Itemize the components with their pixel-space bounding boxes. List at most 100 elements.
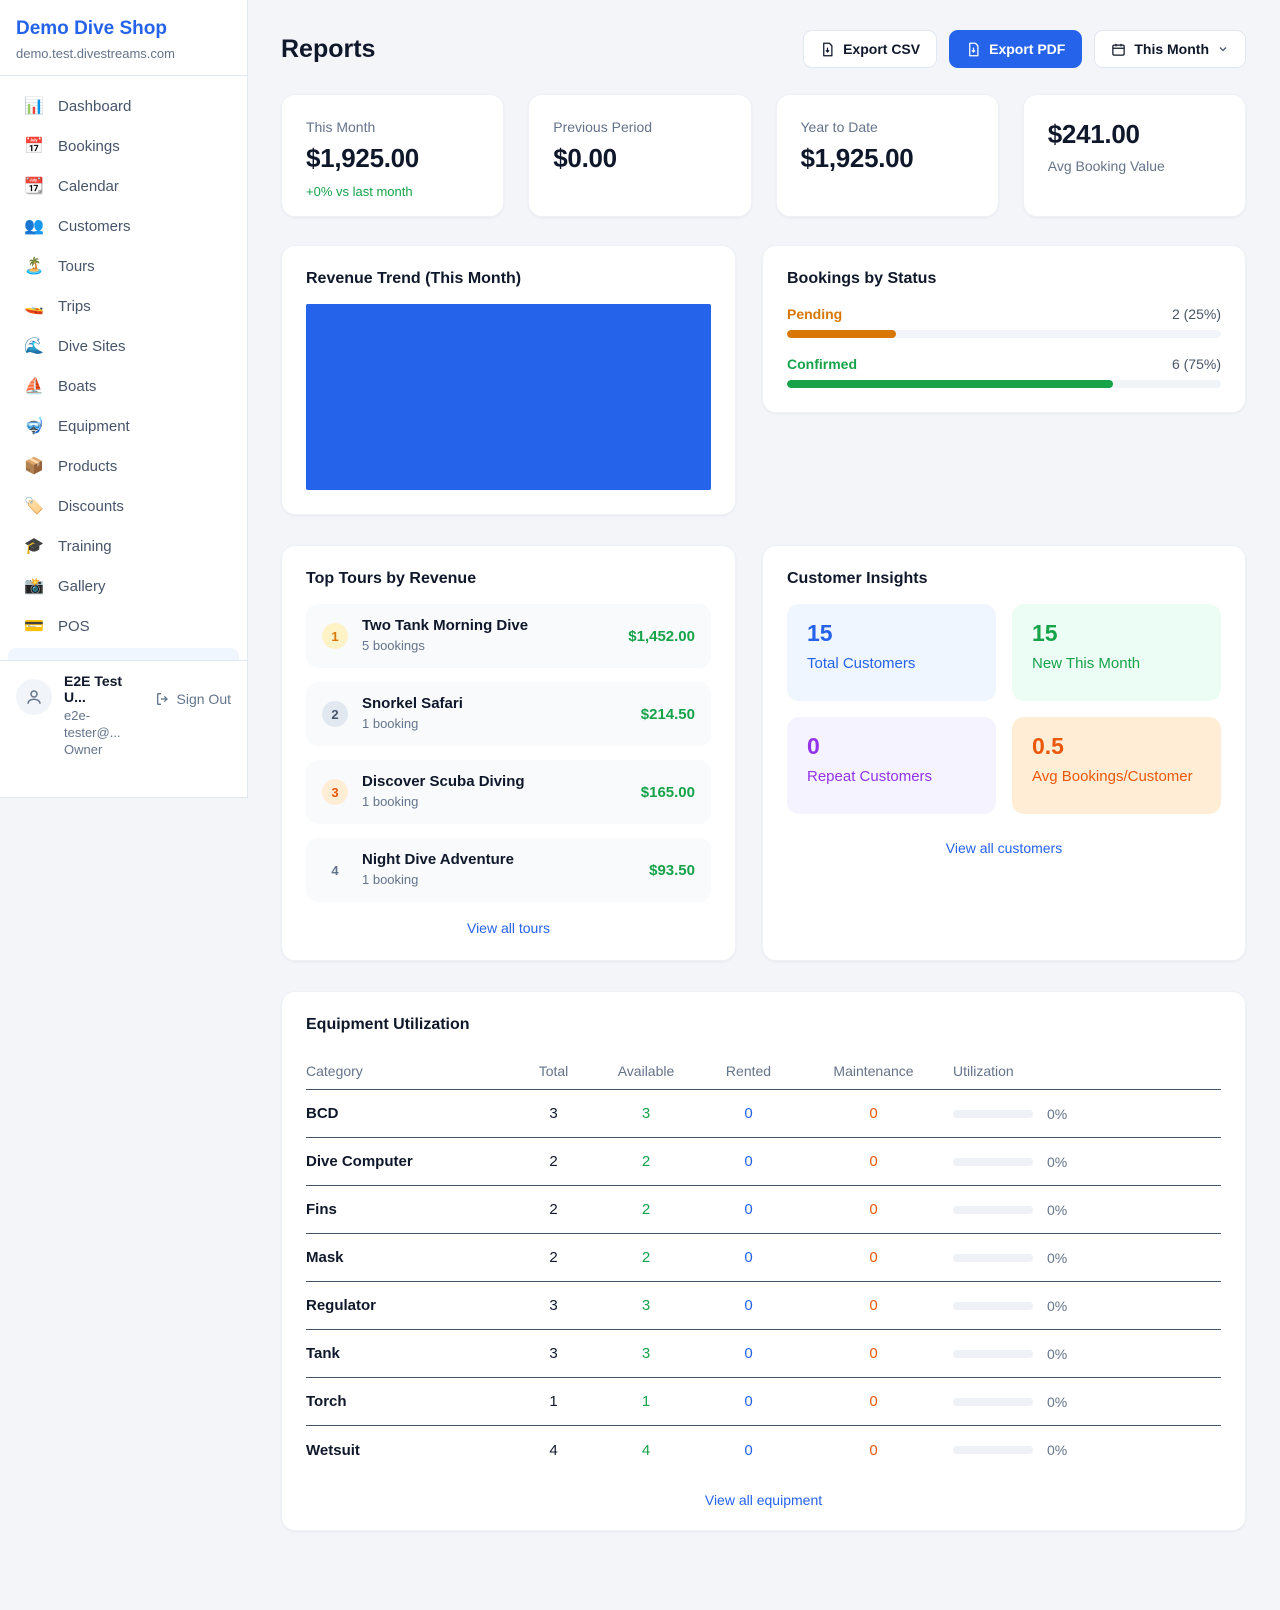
sidebar-item-tours[interactable]: 🏝️ Tours <box>8 246 239 286</box>
cell-category: Regulator <box>306 1297 377 1314</box>
export-csv-button[interactable]: Export CSV <box>803 30 938 68</box>
sidebar-active-item-partial[interactable] <box>8 648 239 660</box>
table-row: Dive Computer 2 2 0 0 0% <box>306 1138 1221 1186</box>
utilization-bar <box>953 1157 1033 1166</box>
export-pdf-button[interactable]: Export PDF <box>949 30 1083 68</box>
col-header-maintenance: Maintenance <box>833 1062 914 1079</box>
stat-card-this-month: This Month $1,925.00 +0% vs last month <box>281 94 505 217</box>
bookings-by-status-title: Bookings by Status <box>787 270 937 287</box>
cell-maintenance: 0 <box>869 1441 878 1459</box>
insights-row: Top Tours by Revenue 1 Two Tank Morning … <box>281 545 1246 961</box>
cell-available: 3 <box>641 1105 651 1122</box>
stat-value: $1,925.00 <box>306 143 419 173</box>
utilization-bar <box>953 1205 1033 1214</box>
view-all-equipment-link[interactable]: View all equipment <box>704 1492 823 1508</box>
view-all-tours-link[interactable]: View all tours <box>466 920 550 936</box>
period-dropdown[interactable]: This Month <box>1094 30 1246 68</box>
cell-rented: 0 <box>744 1393 753 1410</box>
tour-list-item[interactable]: 2 Snorkel Safari 1 booking $214.50 <box>306 682 711 746</box>
cell-utilization: 0% <box>941 1298 1221 1314</box>
sidebar-item-discounts[interactable]: 🏷️ Discounts <box>8 486 239 526</box>
table-row: Regulator 3 3 0 0 0% <box>306 1282 1221 1330</box>
tour-name: Night Dive Adventure <box>362 851 514 868</box>
utilization-percent: 0% <box>1047 1201 1068 1218</box>
cell-total: 3 <box>549 1105 558 1122</box>
cell-category: Torch <box>306 1393 347 1410</box>
insight-number: 15 <box>1032 620 1058 646</box>
table-row: Fins 2 2 0 0 0% <box>306 1186 1221 1234</box>
status-bar-fill-pending <box>787 330 896 338</box>
cell-maintenance: 0 <box>869 1297 878 1314</box>
cell-rented: 0 <box>744 1201 753 1218</box>
sidebar-item-equipment[interactable]: 🤿 Equipment <box>8 406 239 446</box>
tour-list-item[interactable]: 4 Night Dive Adventure 1 booking $93.50 <box>306 838 711 902</box>
sign-out-button[interactable]: Sign Out <box>155 691 231 707</box>
cell-utilization: 0% <box>941 1250 1221 1266</box>
cell-total: 3 <box>549 1345 558 1362</box>
top-tours-title: Top Tours by Revenue <box>306 570 477 587</box>
sidebar-item-trips[interactable]: 🚤 Trips <box>8 286 239 326</box>
tour-bookings-count: 1 booking <box>362 872 419 887</box>
view-all-customers-link[interactable]: View all customers <box>945 840 1063 856</box>
sidebar-item-dive-sites[interactable]: 🌊 Dive Sites <box>8 326 239 366</box>
cell-total: 1 <box>549 1393 558 1410</box>
insight-label: Avg Bookings/Customer <box>1032 768 1193 785</box>
cell-total: 3 <box>549 1297 558 1314</box>
status-count-confirmed: 6 (75%) <box>1171 356 1221 372</box>
rank-badge: 3 <box>322 779 348 805</box>
sidebar-item-bookings[interactable]: 📅 Bookings <box>8 126 239 166</box>
cell-available: 2 <box>641 1201 651 1218</box>
sidebar-item-label: Customers <box>58 217 131 235</box>
sidebar-item-label: Dive Sites <box>58 337 126 355</box>
tour-revenue: $1,452.00 <box>628 627 695 645</box>
sidebar-item-customers[interactable]: 👥 Customers <box>8 206 239 246</box>
sidebar-item-training[interactable]: 🎓 Training <box>8 526 239 566</box>
stat-value: $241.00 <box>1047 119 1140 149</box>
table-row: Mask 2 2 0 0 0% <box>306 1234 1221 1282</box>
equipment-table: Category Total Available Rented Maintena… <box>306 1052 1221 1474</box>
insight-number: 15 <box>807 620 833 646</box>
utilization-percent: 0% <box>1047 1442 1068 1458</box>
island-icon: 🏝️ <box>24 258 44 275</box>
revenue-trend-chart <box>306 304 711 490</box>
tour-name: Snorkel Safari <box>362 695 463 712</box>
customer-insights-card: Customer Insights 15 Total Customers 15 … <box>762 545 1246 961</box>
insight-tile-avg-bookings: 0.5 Avg Bookings/Customer <box>1012 717 1221 814</box>
stat-card-previous-period: Previous Period $0.00 <box>528 94 752 217</box>
tour-name: Discover Scuba Diving <box>362 773 525 790</box>
cell-rented: 0 <box>744 1345 753 1362</box>
cell-category: Fins <box>306 1201 337 1218</box>
sidebar-nav: 📊 Dashboard 📅 Bookings 📆 Calendar 👥 Cust… <box>0 76 247 646</box>
utilization-percent: 0% <box>1047 1345 1068 1362</box>
sidebar-item-dashboard[interactable]: 📊 Dashboard <box>8 86 239 126</box>
utilization-bar <box>953 1253 1033 1262</box>
insight-number: 0 <box>807 733 820 759</box>
table-row: Tank 3 3 0 0 0% <box>306 1330 1221 1378</box>
col-header-utilization: Utilization <box>953 1062 1014 1079</box>
revenue-trend-card: Revenue Trend (This Month) <box>281 245 736 515</box>
tag-icon: 🏷️ <box>24 498 44 515</box>
cell-available: 1 <box>641 1393 651 1410</box>
sidebar-item-pos[interactable]: 💳 POS <box>8 606 239 646</box>
tour-list-item[interactable]: 1 Two Tank Morning Dive 5 bookings $1,45… <box>306 604 711 668</box>
user-meta: E2E Test U... e2e-tester@... Owner <box>64 673 143 758</box>
sidebar-item-gallery[interactable]: 📸 Gallery <box>8 566 239 606</box>
tour-revenue: $165.00 <box>640 783 695 801</box>
sidebar-item-boats[interactable]: ⛵ Boats <box>8 366 239 406</box>
sidebar-item-label: Tours <box>58 257 95 275</box>
sidebar-item-products[interactable]: 📦 Products <box>8 446 239 486</box>
equipment-utilization-title: Equipment Utilization <box>306 1016 470 1033</box>
stat-card-year-to-date: Year to Date $1,925.00 <box>775 94 999 217</box>
page-header: Reports Export CSV Export PDF This Month <box>281 30 1246 68</box>
cell-rented: 0 <box>744 1297 753 1314</box>
tour-list: 1 Two Tank Morning Dive 5 bookings $1,45… <box>306 604 711 902</box>
bookings-by-status-card: Bookings by Status Pending 2 (25%) Confi… <box>762 245 1246 413</box>
tour-list-item[interactable]: 3 Discover Scuba Diving 1 booking $165.0… <box>306 760 711 824</box>
page-title: Reports <box>281 34 376 63</box>
utilization-bar <box>953 1397 1033 1406</box>
sidebar-item-calendar[interactable]: 📆 Calendar <box>8 166 239 206</box>
tour-revenue: $93.50 <box>649 861 695 879</box>
cell-available: 3 <box>641 1297 651 1314</box>
cell-total: 4 <box>549 1441 558 1459</box>
insight-grid: 15 Total Customers 15 New This Month 0 R… <box>787 604 1221 814</box>
